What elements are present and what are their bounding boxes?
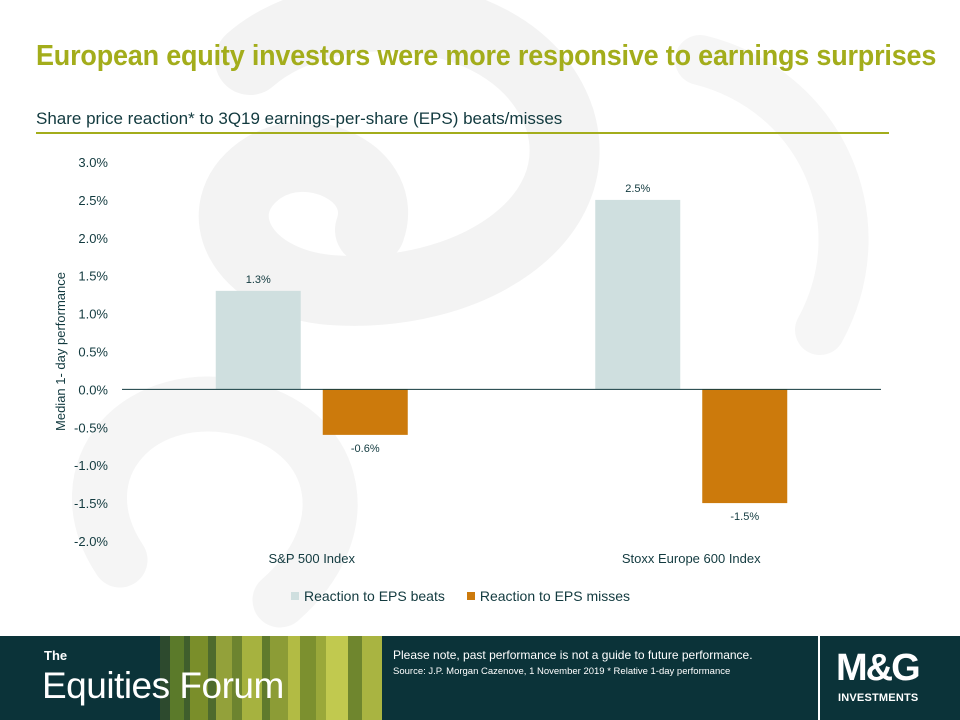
y-tick-label: 2.5% [78, 193, 108, 208]
x-category-label: Stoxx Europe 600 Index [622, 551, 761, 566]
legend-swatch-beats [291, 592, 299, 600]
mg-logo-subtext: INVESTMENTS [838, 692, 919, 704]
bar-eps-misses [322, 389, 408, 435]
bar-eps-beats [595, 199, 681, 390]
slide-background: European equity investors were more resp… [36, 0, 937, 604]
footer-divider [818, 636, 820, 720]
y-tick-label: 0.0% [78, 382, 108, 397]
y-tick-label: 1.5% [78, 269, 108, 284]
brand-name: Equities Forum [42, 665, 284, 706]
legend-item-beats: Reaction to EPS beats [291, 588, 445, 604]
y-tick-label: -0.5% [74, 420, 108, 435]
watermark-shape [198, 0, 600, 326]
x-category-label: S&P 500 Index [269, 551, 356, 566]
disclaimer-text: Please note, past performance is not a g… [393, 648, 753, 662]
subtitle-divider [36, 132, 889, 134]
data-label: -1.5% [730, 511, 759, 523]
footer-stripes-decoration [160, 636, 382, 720]
footer-bar: The Equities Forum Please note, past per… [0, 636, 960, 720]
data-label: 1.3% [246, 274, 271, 286]
y-tick-label: 3.0% [78, 155, 108, 170]
legend-swatch-misses [466, 592, 475, 600]
y-tick-label: 2.0% [78, 231, 108, 246]
source-note: Source: J.P. Morgan Cazenove, 1 November… [393, 666, 731, 677]
page-title: European equity investors were more resp… [36, 40, 937, 72]
legend-label-beats: Reaction to EPS beats [304, 588, 445, 604]
y-tick-label: -1.0% [74, 458, 108, 473]
chart-subtitle: Share price reaction* to 3Q19 earnings-p… [36, 109, 563, 128]
y-axis-title: Median 1- day performance [53, 272, 68, 431]
chart-legend: Reaction to EPS beats Reaction to EPS mi… [291, 588, 630, 604]
y-tick-label: 1.0% [78, 307, 108, 322]
bar-eps-beats [215, 290, 301, 390]
legend-label-misses: Reaction to EPS misses [479, 588, 631, 604]
y-tick-label: -2.0% [74, 534, 108, 549]
bar-chart: 3.0% 2.5% 2.0% 1.5% 1.0% 0.5% 0.0% -0.5% -1.0% -1… [53, 155, 881, 566]
data-label: 2.5% [625, 183, 650, 195]
mg-logo: M&G [836, 647, 921, 689]
brand-prefix: The [44, 648, 68, 663]
legend-item-misses: Reaction to EPS misses [466, 588, 631, 604]
bar-eps-misses [702, 389, 788, 504]
y-tick-label: 0.5% [78, 345, 108, 360]
data-label: -0.6% [351, 443, 380, 455]
y-tick-label: -1.5% [74, 496, 108, 511]
